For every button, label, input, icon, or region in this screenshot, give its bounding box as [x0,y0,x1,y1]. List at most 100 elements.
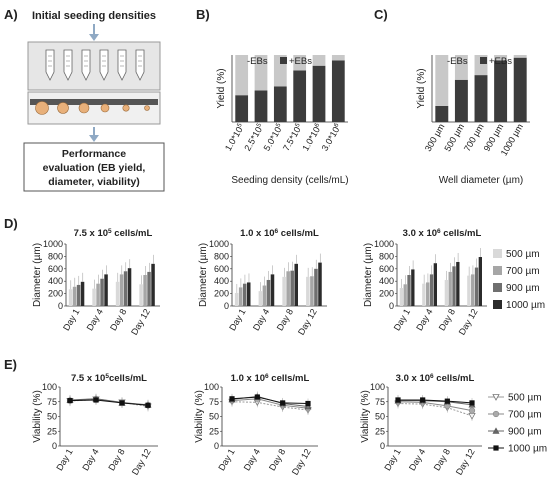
performance-line-2: evaluation (EB yield, [43,162,146,174]
y-tick-label: 0 [58,301,63,311]
arrow-head-icon [89,34,99,41]
x-tick-label: Day 1 [227,307,247,332]
marker-1000 [395,397,401,403]
bar [270,274,275,306]
x-tick-label: Day 4 [407,447,427,472]
bar-plus-eb [474,75,488,122]
bar [318,262,322,306]
bar [314,268,318,306]
bar [403,284,407,306]
x-tick-label: Day 8 [275,307,295,332]
x-tick-label: Day 4 [242,447,262,472]
x-tick-label: Day 12 [290,447,313,477]
bar [456,261,460,306]
eb-sphere [144,105,150,111]
y-tick-label: 600 [379,264,394,274]
eb-sphere [35,101,49,115]
bar [433,263,437,306]
bar-minus-eb [254,55,268,91]
x-tick-label: Day 1 [216,447,236,472]
series-line [231,396,309,405]
legend-swatch [493,266,502,275]
bar [306,276,310,306]
series-line [397,401,473,412]
bar [258,291,263,306]
bar [72,286,77,306]
bar [422,283,426,306]
bar [411,269,415,306]
series-line [69,399,149,406]
bar [266,279,271,306]
y-tick-label: 100 [204,382,219,392]
bar-plus-eb [293,70,307,122]
bar [104,274,108,306]
y-tick-label: 400 [379,276,394,286]
bar-plus-eb [435,105,449,122]
x-tick-label: Day 4 [251,307,271,332]
bar [143,275,147,306]
x-tick-label: 3.0*106 [320,122,344,153]
legend-label-plus: +EBs [289,56,312,67]
chart-title: 3.0 x 106 cells/mL [403,228,482,239]
y-tick-label: 25 [209,426,219,436]
legend-swatch [493,300,502,309]
y-tick-label: 0 [52,441,57,451]
y-axis-label: Yield (%) [216,68,227,108]
y-tick-label: 800 [214,251,229,261]
bar [262,285,267,306]
bar [246,282,251,306]
marker-1000 [305,400,311,407]
y-axis-label: Viability (%) [194,390,205,443]
bar [294,263,298,306]
y-tick-label: 600 [214,264,229,274]
marker-1000 [145,402,151,408]
bar-minus-eb [312,55,326,66]
bar-plus-eb [513,57,527,122]
x-tick-label: Day 4 [80,447,100,472]
performance-line-1: Performance [62,148,126,160]
legend-label: 500 µm [508,393,542,404]
y-tick-label: 100 [370,382,385,392]
legend-label: 700 µm [506,266,540,277]
marker-1000 [469,400,475,406]
marker-1000 [119,400,125,406]
y-tick-label: 25 [47,426,57,436]
chart-d2-diameter: 1.0 x 106 cells/mL 0 200 400 600 800 1000Diame… [198,228,327,337]
bar [286,271,290,306]
panel-label-c: C) [374,7,388,22]
bar [234,292,239,306]
y-axis-label: Yield (%) [416,68,427,108]
legend-label: 1000 µm [506,300,545,311]
eb-sphere [100,103,110,113]
bar [80,281,85,306]
x-tick-label: Day 12 [457,307,480,337]
marker-1000 [280,400,286,406]
x-tick-label: Day 1 [54,447,74,472]
panel-label-e: E) [4,357,17,372]
panel-label-d: D) [4,216,18,231]
bar [127,268,132,306]
legend-label: 900 µm [506,283,540,294]
y-tick-label: 0 [389,301,394,311]
panel-label-b: B) [196,7,210,22]
bar [478,257,482,306]
x-tick-label: Day 12 [296,307,319,337]
bar [115,281,120,306]
bar-minus-eb [331,55,345,61]
x-tick-label: Day 8 [108,307,128,332]
bar-minus-eb [293,55,307,71]
performance-line-3: diameter, viability) [48,176,140,188]
x-tick-label: Day 1 [61,307,81,332]
x-tick-label: Day 4 [414,307,434,332]
y-tick-label: 75 [375,397,385,407]
bar [123,271,128,306]
bar [119,274,124,306]
marker-700 [492,410,500,418]
y-tick-label: 1000 [374,239,394,249]
y-tick-label: 100 [42,382,57,392]
chart-title: 1.0 x 106 cells/mL [240,228,319,239]
